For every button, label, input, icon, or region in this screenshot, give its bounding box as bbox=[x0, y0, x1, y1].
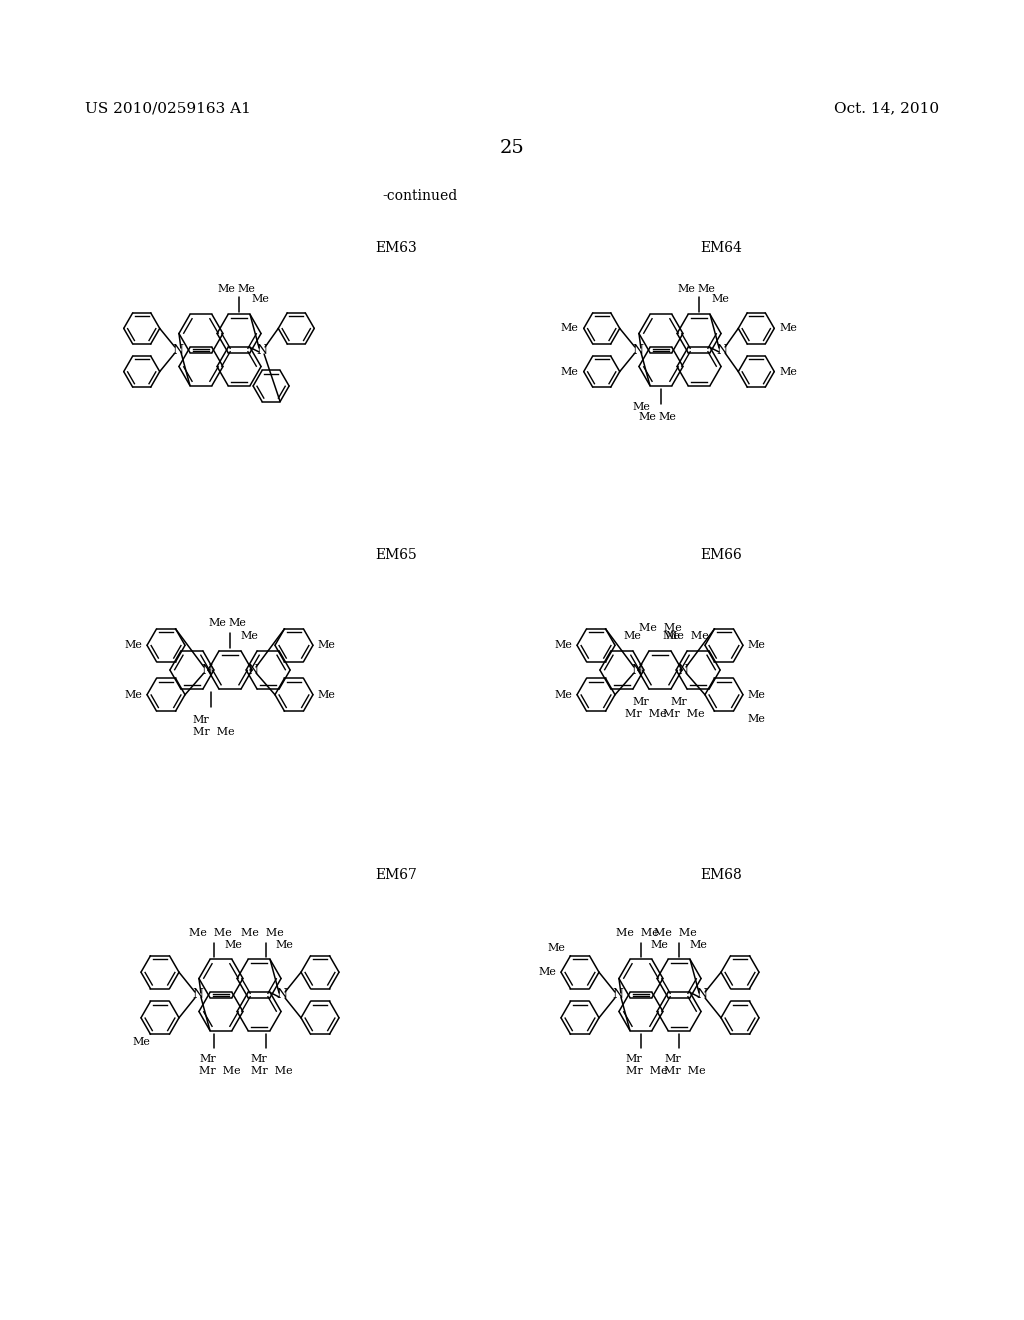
Text: Me: Me bbox=[237, 285, 255, 294]
Text: Me: Me bbox=[561, 323, 579, 334]
Text: Me: Me bbox=[224, 940, 243, 949]
Text: Mr  Me: Mr Me bbox=[664, 709, 705, 719]
Text: N: N bbox=[193, 989, 204, 1002]
Text: Mr: Mr bbox=[664, 1053, 681, 1064]
Text: Oct. 14, 2010: Oct. 14, 2010 bbox=[834, 102, 939, 115]
Text: N: N bbox=[633, 343, 643, 356]
Text: N: N bbox=[172, 343, 183, 356]
Text: EM68: EM68 bbox=[700, 869, 741, 882]
Text: Me: Me bbox=[624, 631, 642, 642]
Text: Me: Me bbox=[208, 618, 226, 628]
Text: Mr: Mr bbox=[626, 1053, 643, 1064]
Text: Mr  Me: Mr Me bbox=[200, 1065, 241, 1076]
Text: N: N bbox=[612, 989, 624, 1002]
Text: Me: Me bbox=[547, 944, 565, 953]
Text: Me: Me bbox=[677, 285, 695, 294]
Text: N: N bbox=[257, 343, 267, 356]
Text: Me: Me bbox=[633, 401, 651, 412]
Text: Me: Me bbox=[711, 294, 729, 305]
Text: Me: Me bbox=[228, 618, 246, 628]
Text: Me: Me bbox=[663, 631, 680, 642]
Text: Me: Me bbox=[538, 968, 556, 977]
Text: Me  Me: Me Me bbox=[241, 928, 284, 937]
Text: Mr: Mr bbox=[633, 697, 649, 708]
Text: Me: Me bbox=[639, 412, 656, 421]
Text: Me  Me: Me Me bbox=[189, 928, 232, 937]
Text: Me: Me bbox=[240, 631, 258, 642]
Text: Me: Me bbox=[651, 940, 669, 949]
Text: Me: Me bbox=[561, 367, 579, 376]
Text: N: N bbox=[202, 664, 212, 676]
Text: Me: Me bbox=[748, 714, 766, 723]
Text: Mr: Mr bbox=[200, 1053, 216, 1064]
Text: Me  Me: Me Me bbox=[639, 623, 681, 634]
Text: US 2010/0259163 A1: US 2010/0259163 A1 bbox=[85, 102, 251, 115]
Text: Me: Me bbox=[217, 285, 234, 294]
Text: Me  Me: Me Me bbox=[616, 928, 658, 937]
Text: Me: Me bbox=[318, 689, 336, 700]
Text: Me: Me bbox=[318, 640, 336, 651]
Text: Mr: Mr bbox=[251, 1053, 267, 1064]
Text: Mr: Mr bbox=[671, 697, 687, 708]
Text: EM66: EM66 bbox=[700, 548, 741, 562]
Text: Me: Me bbox=[748, 689, 766, 700]
Text: Me: Me bbox=[697, 285, 715, 294]
Text: N: N bbox=[717, 343, 728, 356]
Text: N: N bbox=[696, 989, 708, 1002]
Text: EM67: EM67 bbox=[375, 869, 417, 882]
Text: Me: Me bbox=[779, 323, 797, 334]
Text: N: N bbox=[632, 664, 642, 676]
Text: Me: Me bbox=[554, 689, 572, 700]
Text: Me: Me bbox=[748, 640, 766, 651]
Text: Me: Me bbox=[659, 412, 677, 421]
Text: Me  Me: Me Me bbox=[666, 631, 709, 642]
Text: Mr  Me: Mr Me bbox=[193, 727, 234, 737]
Text: Me: Me bbox=[554, 640, 572, 651]
Text: Me: Me bbox=[689, 940, 707, 949]
Text: Mr  Me: Mr Me bbox=[625, 709, 667, 719]
Text: -continued: -continued bbox=[382, 189, 458, 203]
Text: Me: Me bbox=[251, 294, 269, 305]
Text: N: N bbox=[248, 664, 258, 676]
Text: Mr  Me: Mr Me bbox=[251, 1065, 292, 1076]
Text: Me: Me bbox=[132, 1036, 150, 1047]
Text: Me: Me bbox=[779, 367, 797, 376]
Text: 25: 25 bbox=[500, 139, 524, 157]
Text: Mr: Mr bbox=[193, 715, 210, 725]
Text: Me: Me bbox=[275, 940, 294, 949]
Text: Mr  Me: Mr Me bbox=[664, 1065, 706, 1076]
Text: EM63: EM63 bbox=[375, 242, 417, 255]
Text: EM65: EM65 bbox=[375, 548, 417, 562]
Text: EM64: EM64 bbox=[700, 242, 741, 255]
Text: N: N bbox=[276, 989, 288, 1002]
Text: Me: Me bbox=[124, 640, 142, 651]
Text: Me: Me bbox=[124, 689, 142, 700]
Text: Mr  Me: Mr Me bbox=[626, 1065, 668, 1076]
Text: N: N bbox=[678, 664, 688, 676]
Text: Me  Me: Me Me bbox=[654, 928, 696, 937]
